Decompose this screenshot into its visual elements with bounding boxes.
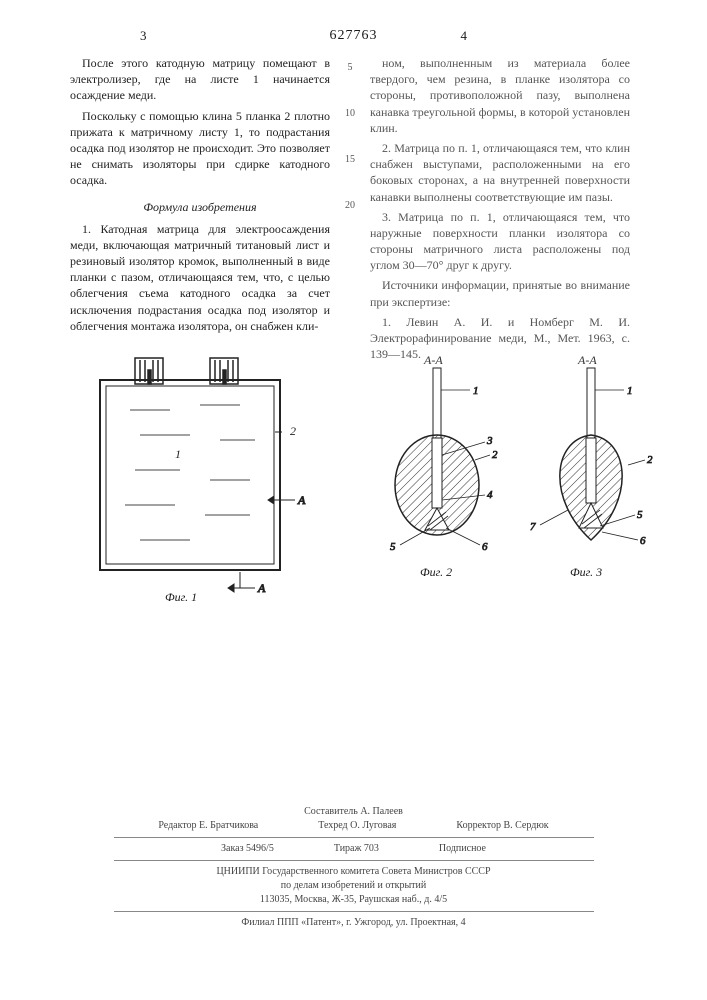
svg-text:A: A — [257, 581, 266, 595]
svg-text:A: A — [297, 493, 306, 507]
left-column: После этого катодную матрицу помещают в … — [70, 55, 330, 338]
line-num: 20 — [338, 193, 362, 219]
ref-1: 1 — [175, 447, 181, 461]
editor: Редактор Е. Братчикова — [158, 819, 258, 833]
section-label: A-A — [423, 353, 443, 367]
paragraph: 3. Матрица по п. 1, отличающаяся тем, чт… — [370, 209, 630, 274]
line-num: 15 — [338, 147, 362, 173]
ref-2: 2 — [290, 424, 296, 438]
line-num: 10 — [338, 101, 362, 127]
line-num: 5 — [338, 55, 362, 81]
corrector: Корректор В. Сердюк — [456, 819, 548, 833]
line-numbers: 5 10 15 20 — [338, 55, 362, 239]
svg-text:6: 6 — [482, 541, 488, 553]
svg-text:1: 1 — [627, 385, 633, 397]
figure-1: 1 2 A A — [80, 340, 320, 590]
svg-text:5: 5 — [390, 541, 396, 553]
figure-2: A-A 1 2 3 4 5 6 — [370, 350, 510, 580]
org: ЦНИИПИ Государственного комитета Совета … — [0, 865, 707, 879]
svg-text:3: 3 — [486, 435, 493, 447]
techred: Техред О. Луговая — [318, 819, 396, 833]
svg-text:6: 6 — [640, 535, 646, 547]
compiler: Составитель А. Палеев — [0, 805, 707, 819]
figure-3: A-A 1 2 7 5 6 — [520, 350, 670, 580]
tirage: Тираж 703 — [334, 842, 379, 856]
divider — [114, 860, 594, 861]
svg-text:4: 4 — [487, 489, 493, 501]
divider — [114, 837, 594, 838]
fig3-label: Фиг. 3 — [570, 565, 602, 580]
paragraph: Источники информации, принятые во вниман… — [370, 277, 630, 309]
fig1-label: Фиг. 1 — [165, 590, 197, 605]
imprint-block: Составитель А. Палеев Редактор Е. Братчи… — [0, 805, 707, 930]
addr: 113035, Москва, Ж-35, Раушская наб., д. … — [0, 893, 707, 907]
paragraph: 2. Матрица по п. 1, отличающаяся тем, чт… — [370, 140, 630, 205]
formula-heading: Формула изобретения — [70, 199, 330, 215]
right-column: ном, выполненным из материала более твер… — [370, 55, 630, 366]
svg-text:1: 1 — [473, 385, 479, 397]
svg-text:2: 2 — [492, 449, 498, 461]
org2: по делам изобретений и открытий — [0, 879, 707, 893]
document-number: 627763 — [330, 28, 378, 44]
filial: Филиал ППП «Патент», г. Ужгород, ул. Про… — [0, 916, 707, 930]
fig2-label: Фиг. 2 — [420, 565, 452, 580]
svg-text:7: 7 — [530, 521, 536, 533]
svg-text:5: 5 — [637, 509, 643, 521]
divider — [114, 911, 594, 912]
section-label: A-A — [577, 353, 597, 367]
paragraph: 1. Катодная матрица для электроосаждения… — [70, 221, 330, 334]
paragraph: После этого катодную матрицу помещают в … — [70, 55, 330, 104]
subscr: Подписное — [439, 842, 486, 856]
paragraph: ном, выполненным из материала более твер… — [370, 55, 630, 136]
figures-region: 1 2 A A Фиг. 1 A-A — [50, 340, 657, 620]
page-number-left: 3 — [140, 28, 147, 44]
order: Заказ 5496/5 — [221, 842, 274, 856]
page-number-right: 4 — [461, 28, 468, 44]
paragraph: Поскольку с помощью клина 5 планка 2 пло… — [70, 108, 330, 189]
svg-text:2: 2 — [647, 454, 653, 466]
